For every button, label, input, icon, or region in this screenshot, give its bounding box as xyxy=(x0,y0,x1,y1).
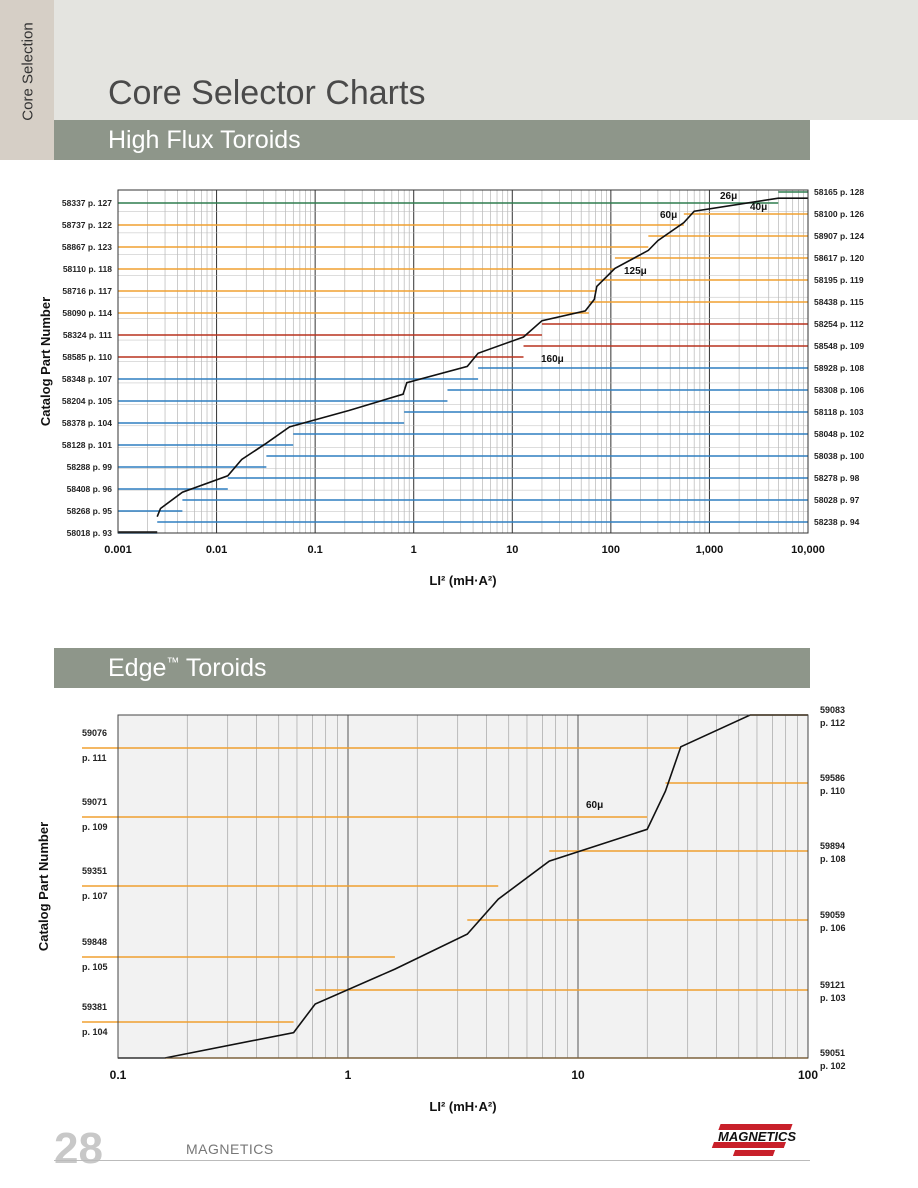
left-part-page: p. 107 xyxy=(82,891,108,901)
footer-rule xyxy=(54,1160,810,1161)
section-bar-edge: Edge™ Toroids xyxy=(54,648,810,688)
magnetics-logo-text: MAGNETICS xyxy=(718,1129,796,1144)
left-part-label: 58867 p. 123 xyxy=(62,242,112,252)
x-tick-label: 0.1 xyxy=(307,544,322,556)
left-part-label: 58288 p. 99 xyxy=(67,462,113,472)
x-tick-label: 10 xyxy=(571,1068,585,1082)
right-part-page: p. 106 xyxy=(820,923,846,933)
edge-rest: Toroids xyxy=(179,654,267,682)
right-part-page: p. 108 xyxy=(820,854,846,864)
left-part-label: 58128 p. 101 xyxy=(62,440,112,450)
left-part-page: p. 104 xyxy=(82,1027,108,1037)
right-part-label: 58438 p. 115 xyxy=(814,297,864,307)
y-axis-label: Catalog Part Number xyxy=(38,297,53,426)
permeability-annotation: 60μ xyxy=(586,800,603,811)
right-part-page: p. 110 xyxy=(820,786,845,796)
right-part-label: 58308 p. 106 xyxy=(814,385,864,395)
permeability-annotation: 125μ xyxy=(624,266,647,277)
right-part-label: 58928 p. 108 xyxy=(814,363,864,373)
selector-curve xyxy=(156,197,808,517)
left-part-number: 59071 xyxy=(82,797,107,807)
left-part-label: 58348 p. 107 xyxy=(62,374,112,384)
right-part-label: 58907 p. 124 xyxy=(814,231,864,241)
magnetics-logo-mark xyxy=(711,1124,793,1156)
right-part-label: 58100 p. 126 xyxy=(814,209,864,219)
right-part-label: 58028 p. 97 xyxy=(814,495,860,505)
plot-frame xyxy=(117,714,809,1059)
permeability-annotation: 60μ xyxy=(660,210,677,221)
right-part-label: 58048 p. 102 xyxy=(814,429,864,439)
x-tick-label: 1,000 xyxy=(696,544,724,556)
left-part-label: 58737 p. 122 xyxy=(62,220,112,230)
left-part-page: p. 105 xyxy=(82,962,108,972)
right-part-label: 58165 p. 128 xyxy=(814,187,864,197)
right-part-page: p. 103 xyxy=(820,993,846,1003)
right-part-number: 59051 xyxy=(820,1048,845,1058)
left-part-label: 58378 p. 104 xyxy=(62,418,112,428)
left-part-label: 58110 p. 118 xyxy=(63,264,112,274)
high-flux-chart: 58337 p. 127 58737 p. 122 58867 p. 123 5811… xyxy=(38,187,864,588)
right-part-number: 59121 xyxy=(820,980,845,990)
right-part-label: 58038 p. 100 xyxy=(814,451,864,461)
right-part-label: 58118 p. 103 xyxy=(814,407,864,417)
left-part-label: 58337 p. 127 xyxy=(62,198,112,208)
right-part-number: 59586 xyxy=(820,773,845,783)
x-axis-label: LI² (mH·A²) xyxy=(429,1099,496,1114)
right-part-label: 58548 p. 109 xyxy=(814,341,864,351)
left-part-number: 59848 xyxy=(82,937,107,947)
left-part-number: 59381 xyxy=(82,1002,107,1012)
left-part-page: p. 109 xyxy=(82,822,108,832)
x-axis-label: LI² (mH·A²) xyxy=(429,573,496,588)
permeability-annotation: 160μ xyxy=(541,354,564,365)
x-tick-label: 100 xyxy=(798,1068,818,1082)
footer-brand: MAGNETICS xyxy=(186,1141,274,1157)
right-part-label: 58617 p. 120 xyxy=(814,253,864,263)
x-tick-label: 0.001 xyxy=(104,544,132,556)
left-part-label: 58324 p. 111 xyxy=(63,330,112,340)
right-part-label: 58254 p. 112 xyxy=(814,319,864,329)
right-part-label: 58278 p. 98 xyxy=(814,473,860,483)
right-part-number: 59059 xyxy=(820,910,845,920)
edge-trademark: ™ xyxy=(166,654,180,670)
selector-curve xyxy=(164,714,808,1059)
right-part-page: p. 112 xyxy=(820,718,845,728)
x-tick-label: 100 xyxy=(602,544,620,556)
left-part-label: 58090 p. 114 xyxy=(62,308,112,318)
left-part-label: 58585 p. 110 xyxy=(62,352,112,362)
header-band xyxy=(54,0,918,120)
permeability-annotation: 40μ xyxy=(750,202,767,213)
section-title-edge: Edge™ Toroids xyxy=(108,654,266,683)
side-tab[interactable]: Core Selection xyxy=(0,0,54,160)
left-part-label: 58204 p. 105 xyxy=(62,396,112,406)
left-part-label: 58268 p. 95 xyxy=(67,506,113,516)
left-part-page: p. 111 xyxy=(82,753,107,763)
section-bar-high-flux: High Flux Toroids xyxy=(54,120,810,160)
permeability-annotation: 26μ xyxy=(720,191,737,202)
x-tick-label: 10,000 xyxy=(791,544,825,556)
x-tick-label: 1 xyxy=(345,1068,352,1082)
page-number: 28 xyxy=(54,1124,103,1173)
x-tick-label: 1 xyxy=(411,544,417,556)
right-part-label: 58238 p. 94 xyxy=(814,517,860,527)
right-part-number: 59083 xyxy=(820,705,845,715)
right-part-page: p. 102 xyxy=(820,1061,846,1071)
edge-name: Edge xyxy=(108,654,167,682)
section-title-high-flux: High Flux Toroids xyxy=(108,126,301,154)
page-title: Core Selector Charts xyxy=(108,74,426,112)
x-tick-label: 0.01 xyxy=(206,544,227,556)
right-part-number: 59894 xyxy=(820,841,845,851)
left-part-label: 58018 p. 93 xyxy=(67,528,113,538)
left-part-label: 58716 p. 117 xyxy=(62,286,112,296)
left-part-number: 59351 xyxy=(82,866,107,876)
plot-frame xyxy=(117,189,809,534)
left-part-number: 59076 xyxy=(82,728,107,738)
x-tick-label: 0.1 xyxy=(110,1068,127,1082)
y-axis-label: Catalog Part Number xyxy=(36,822,51,951)
left-part-label: 58408 p. 96 xyxy=(67,484,113,494)
x-tick-label: 10 xyxy=(506,544,518,556)
right-part-label: 58195 p. 119 xyxy=(814,275,864,285)
